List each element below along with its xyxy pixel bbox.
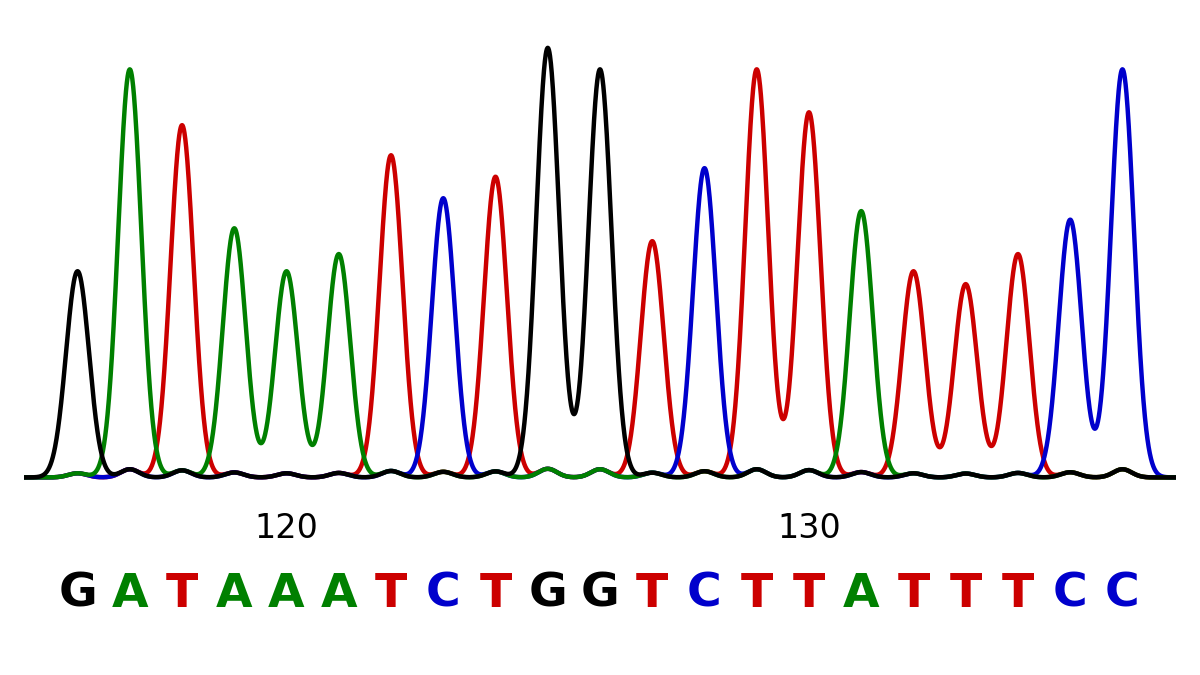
Text: C: C bbox=[688, 572, 722, 617]
Text: T: T bbox=[479, 572, 511, 617]
Text: T: T bbox=[793, 572, 826, 617]
Text: 120: 120 bbox=[254, 512, 318, 545]
Text: 130: 130 bbox=[778, 512, 841, 545]
Text: T: T bbox=[898, 572, 930, 617]
Text: T: T bbox=[166, 572, 198, 617]
Text: C: C bbox=[1105, 572, 1140, 617]
Text: C: C bbox=[1052, 572, 1087, 617]
Text: G: G bbox=[58, 572, 97, 617]
Text: T: T bbox=[374, 572, 407, 617]
Text: T: T bbox=[1002, 572, 1034, 617]
Text: G: G bbox=[581, 572, 619, 617]
Text: T: T bbox=[949, 572, 982, 617]
Text: A: A bbox=[216, 572, 252, 617]
Text: C: C bbox=[426, 572, 461, 617]
Text: T: T bbox=[740, 572, 773, 617]
Text: A: A bbox=[269, 572, 305, 617]
Text: G: G bbox=[528, 572, 568, 617]
Text: A: A bbox=[112, 572, 148, 617]
Text: T: T bbox=[636, 572, 668, 617]
Text: A: A bbox=[842, 572, 880, 617]
Text: A: A bbox=[320, 572, 358, 617]
